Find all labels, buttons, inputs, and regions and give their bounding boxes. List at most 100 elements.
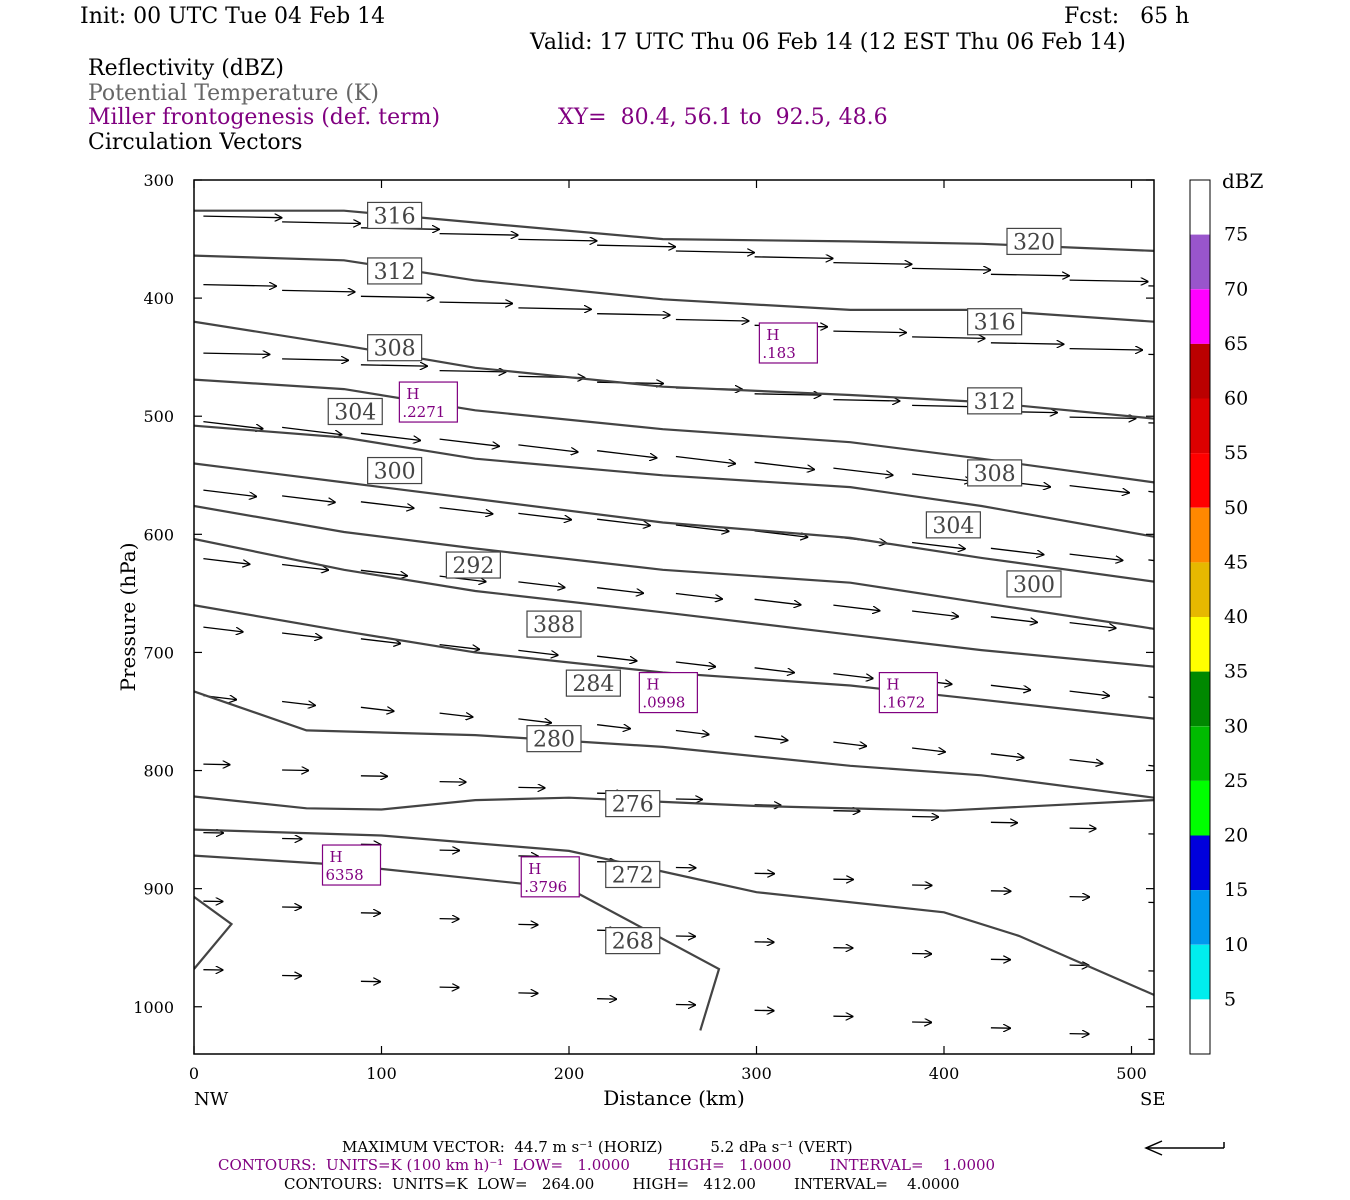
colorbar-segment: [1190, 726, 1210, 781]
theta-label-text: 300: [374, 460, 416, 485]
circulation-vector: [282, 359, 348, 360]
theta-contour-labels: 316 320 312 316 308 312 304 300 308 304 292 300 388 2…: [327, 201, 1062, 955]
colorbar-tick-label: 60: [1224, 388, 1248, 410]
reference-vector: [1144, 1140, 1225, 1156]
circulation-vector: [990, 547, 1044, 554]
circulation-vector: [754, 461, 814, 469]
colorbar-segment: [1190, 944, 1210, 1000]
theta-label: 316: [367, 201, 423, 229]
colorbar-segment: [1190, 398, 1210, 454]
circulation-vector: [754, 667, 794, 673]
init-time: Init: 00 UTC Tue 04 Feb 14: [80, 4, 386, 29]
frontogenesis-max-label: H: [766, 326, 779, 344]
circulation-vector: [675, 251, 754, 253]
theta-contour-316: [194, 209, 1154, 252]
circulation-vector: [833, 604, 879, 611]
theta-label: 292: [445, 551, 501, 579]
circulation-vector: [990, 616, 1037, 623]
circulation-vector: [518, 512, 571, 519]
circulation-vector: [675, 799, 702, 800]
plot-frame: [193, 179, 1155, 1055]
circulation-vector: [518, 719, 551, 723]
theta-contour-288: [194, 537, 1154, 668]
frontogenesis-max: H.0998: [638, 671, 698, 714]
frontogenesis-max: H.3796: [520, 856, 580, 898]
circulation-vector: [282, 290, 355, 292]
y-axis-label: Pressure (hPa): [116, 543, 140, 692]
theta-label-text: 316: [974, 311, 1016, 336]
theta-label: 300: [1006, 570, 1062, 598]
circulation-vector: [912, 268, 990, 270]
theta-label-text: 320: [1013, 230, 1055, 255]
axes: 300 400 500 600 700 800 900 1000 0 100 200 300 400 50…: [133, 171, 1154, 1083]
circulation-vector: [282, 426, 341, 434]
circulation-vector: [1069, 690, 1109, 696]
circulation-vector: [1148, 285, 1154, 287]
theta-label-box: [925, 511, 981, 539]
circulation-vector: [203, 764, 229, 765]
y-tick-label: 800: [143, 762, 174, 781]
circulation-vector: [439, 782, 466, 783]
circulation-vector: [282, 495, 335, 502]
theta-label: 304: [327, 397, 383, 426]
circulation-vector: [282, 222, 360, 224]
circulation-vector: [833, 400, 899, 401]
theta-label: 284: [565, 669, 621, 697]
colorbar-tick-label: 65: [1224, 333, 1248, 355]
circulation-vector: [203, 216, 281, 218]
circulation-vector: [1148, 627, 1154, 630]
theta-contour-300: [194, 424, 1154, 538]
theta-contour-264: [194, 896, 234, 970]
circulation-vector: [597, 587, 643, 594]
footer-max-vector: MAXIMUM VECTOR: 44.7 m s⁻¹ (HORIZ) 5.2 d…: [342, 1138, 853, 1156]
colorbar-frame: [1189, 179, 1211, 1055]
circulation-vector: [282, 632, 321, 638]
colorbar-tick-label: 20: [1224, 825, 1248, 847]
colorbar-label: dBZ: [1222, 169, 1264, 193]
theta-contour-272: [194, 828, 1154, 996]
legend-frontogenesis: Miller frontogenesis (def. term): [88, 105, 441, 130]
frontogenesis-max-label: H: [330, 848, 343, 866]
x-tick-label: 400: [929, 1064, 960, 1083]
theta-label-box: [327, 397, 383, 426]
circulation-vector: [912, 541, 965, 549]
y-tick-label: 300: [143, 171, 174, 190]
circulation-vector: [597, 518, 650, 525]
circulation-vector: [597, 450, 656, 458]
frontogenesis-max-value: 6358: [326, 866, 364, 884]
theta-label-text: 292: [452, 554, 494, 579]
circulation-vector: [912, 473, 971, 481]
theta-label-box: [967, 308, 1023, 336]
y-tick-label: 700: [143, 643, 174, 662]
theta-label: 388: [526, 610, 582, 638]
x-axis-label: Distance (km): [603, 1086, 745, 1110]
frontogenesis-max-box: [878, 671, 938, 714]
theta-label-box: [967, 459, 1023, 487]
circulation-vector: [282, 563, 328, 571]
colorbar-segment: [1190, 234, 1210, 290]
theta-label-box: [367, 334, 423, 362]
circulation-vector: [833, 331, 906, 333]
x-tick-label: 200: [554, 1064, 585, 1083]
circulation-vector: [990, 754, 1024, 758]
theta-label-text: 272: [612, 863, 654, 888]
circulation-vector: [439, 643, 479, 650]
y-tick-label: 400: [143, 289, 174, 308]
circulation-vector: [518, 444, 577, 452]
circulation-vector: [1069, 828, 1096, 829]
theta-label-box: [445, 551, 501, 579]
circulation-vector: [518, 649, 557, 655]
circulation-vector: [518, 787, 544, 788]
theta-label: 272: [605, 860, 661, 888]
theta-label-text: 312: [374, 260, 416, 285]
valid-time: Valid: 17 UTC Thu 06 Feb 14 (12 EST Thu …: [530, 30, 1126, 55]
frontogenesis-max: H.2271: [398, 381, 458, 423]
theta-label: 308: [367, 334, 423, 362]
legend-reflectivity: Reflectivity (dBZ): [88, 56, 284, 81]
theta-contour-304: [194, 378, 1154, 484]
theta-label-box: [367, 456, 423, 485]
circulation-vector: [990, 684, 1030, 690]
